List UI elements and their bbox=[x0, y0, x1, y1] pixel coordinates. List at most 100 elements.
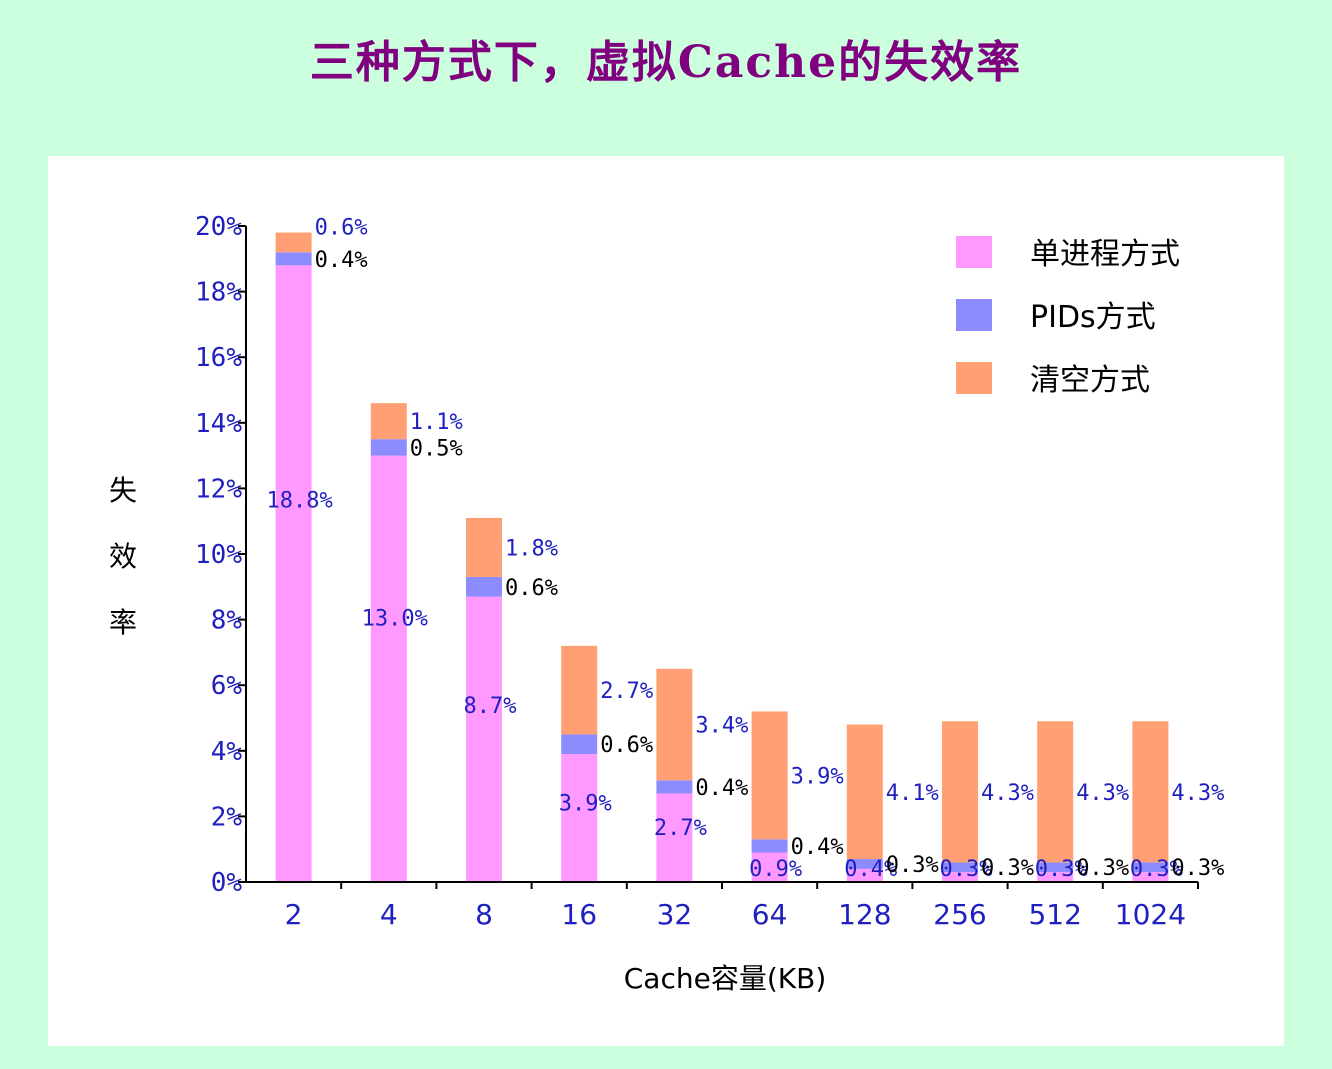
data-labels: 18.8% 0.4% 0.6% 13.0% 0.5%1.1% 8.7% 0.6% 1.8% 3.… bbox=[266, 216, 1224, 882]
legend-label: 清空方式 bbox=[1030, 363, 1150, 398]
chart-title: 三种方式下，虚拟Cache的失效率 bbox=[309, 37, 1023, 88]
data-label-flush: 4.3% bbox=[981, 781, 1034, 806]
data-label-single-process: 13.0% bbox=[362, 607, 428, 632]
x-tick-label: 128 bbox=[838, 898, 891, 931]
data-label-flush: 2.7% bbox=[600, 679, 653, 704]
x-axis-title: Cache容量(KB) bbox=[624, 962, 827, 995]
x-tick-label: 16 bbox=[561, 898, 597, 931]
bar-segment-flush bbox=[370, 403, 407, 440]
data-label-flush: 3.4% bbox=[695, 714, 748, 739]
data-label-single-process: 18.8% bbox=[266, 489, 332, 514]
y-tick-label: 18% bbox=[195, 278, 242, 308]
bar-segment-single-process bbox=[942, 872, 978, 882]
bar-segment-pids bbox=[656, 780, 693, 794]
bar-segment-flush bbox=[1037, 721, 1074, 863]
x-tick-label: 2 bbox=[285, 898, 303, 931]
bar-segment-flush bbox=[275, 232, 312, 253]
data-label-flush: 4.3% bbox=[1171, 781, 1224, 806]
data-label-flush: 3.9% bbox=[791, 764, 844, 789]
y-tick-label: 8% bbox=[211, 606, 243, 636]
bar-segment-pids bbox=[275, 252, 312, 266]
y-tick-label: 4% bbox=[211, 737, 243, 767]
legend-label: 单进程方式 bbox=[1030, 237, 1180, 272]
bar-segment-single-process bbox=[846, 868, 883, 882]
x-tick-label: 1024 bbox=[1115, 898, 1186, 931]
y-tick-label: 16% bbox=[195, 343, 242, 373]
bar-segment-flush bbox=[751, 711, 788, 840]
legend-swatch bbox=[956, 299, 992, 331]
y-tick-label: 20% bbox=[195, 212, 242, 242]
data-label-single-process: 0.3% bbox=[940, 857, 993, 882]
data-label-pids: 0.6% bbox=[505, 576, 558, 601]
y-tick-label: 0% bbox=[211, 868, 243, 898]
axes bbox=[245, 226, 1198, 883]
legend-swatch bbox=[956, 236, 992, 268]
bar-segment-flush bbox=[656, 668, 693, 781]
bar-segment-flush bbox=[1132, 721, 1169, 863]
data-label-single-process: 2.7% bbox=[654, 816, 707, 841]
y-axis-title: 失效率 bbox=[109, 474, 137, 639]
data-label-single-process: 0.4% bbox=[844, 857, 897, 882]
bar-segment-pids bbox=[466, 576, 502, 597]
data-label-pids: 0.5% bbox=[410, 436, 463, 461]
data-label-single-process: 3.9% bbox=[559, 792, 612, 817]
y-tick-label: 6% bbox=[211, 671, 243, 701]
y-axis-title-char: 效 bbox=[109, 540, 137, 573]
y-tick-label: 10% bbox=[195, 540, 242, 570]
y-tick-label: 14% bbox=[195, 409, 242, 439]
x-tick-label: 256 bbox=[933, 898, 986, 931]
data-label-flush: 0.6% bbox=[315, 216, 368, 241]
x-tick-label: 64 bbox=[752, 898, 788, 931]
data-label-pids: 0.3% bbox=[886, 853, 939, 878]
bar-segment-pids bbox=[1132, 862, 1169, 873]
legend-label: PIDs方式 bbox=[1030, 300, 1156, 335]
data-label-flush: 1.1% bbox=[410, 410, 463, 435]
data-label-pids: 0.4% bbox=[695, 776, 748, 801]
chart-svg: 0%2%4%6%8%10%12%14%16%18%20% 18.8%0.4%0.… bbox=[109, 212, 1224, 995]
y-axis-title-char: 失 bbox=[109, 474, 137, 507]
data-label-flush: 1.8% bbox=[505, 536, 558, 561]
data-label-flush: 4.3% bbox=[1076, 781, 1129, 806]
bar-segment-single-process bbox=[656, 793, 693, 882]
data-label-pids: 0.4% bbox=[791, 835, 844, 860]
x-tick-label: 512 bbox=[1028, 898, 1081, 931]
data-label-pids: 0.3% bbox=[1076, 856, 1129, 881]
bar-segment-single-process bbox=[275, 265, 312, 882]
bar-segment-single-process bbox=[751, 852, 788, 882]
data-label-single-process: 8.7% bbox=[464, 694, 517, 719]
bar-segment-single-process bbox=[1037, 872, 1074, 882]
bar-segment-single-process bbox=[370, 455, 407, 882]
x-axis-ticks: 2 4 8 16 32 64 128 256 512 1024 bbox=[285, 882, 1199, 931]
bar-segment-flush bbox=[466, 517, 502, 577]
x-tick-label: 8 bbox=[475, 898, 493, 931]
bar-segment-pids bbox=[751, 839, 788, 853]
bar-segment-pids bbox=[370, 439, 407, 456]
x-tick-label: 4 bbox=[380, 898, 398, 931]
bar-segment-pids bbox=[1037, 862, 1074, 873]
data-label-single-process: 0.3% bbox=[1035, 857, 1088, 882]
y-axis-title-char: 率 bbox=[109, 606, 137, 639]
data-label-pids: 0.3% bbox=[981, 856, 1034, 881]
bar-segment-flush bbox=[942, 721, 978, 863]
data-label-single-process: 0.3% bbox=[1130, 857, 1183, 882]
bars bbox=[275, 232, 1169, 882]
legend-swatch bbox=[956, 362, 992, 394]
bar-segment-single-process bbox=[1132, 872, 1169, 882]
bar-segment-single-process bbox=[561, 754, 598, 882]
data-label-pids: 0.4% bbox=[315, 248, 368, 273]
bar-segment-flush bbox=[846, 724, 883, 860]
data-label-pids: 0.6% bbox=[600, 733, 653, 758]
data-label-flush: 4.1% bbox=[886, 781, 939, 806]
data-label-pids: 0.3% bbox=[1171, 856, 1224, 881]
bar-segment-pids bbox=[846, 859, 883, 869]
bar-segment-single-process bbox=[466, 596, 502, 882]
y-tick-label: 12% bbox=[195, 474, 242, 504]
data-label-single-process: 0.9% bbox=[749, 857, 802, 882]
y-tick-label: 2% bbox=[211, 802, 243, 832]
bar-segment-flush bbox=[561, 645, 598, 735]
bar-segment-pids bbox=[561, 734, 598, 755]
y-axis-ticks: 0% 2% 4% 6% 8% 10% 12% 14% 16% 18% 20% bbox=[195, 212, 246, 898]
x-tick-label: 32 bbox=[657, 898, 693, 931]
bar-segment-pids bbox=[942, 862, 978, 873]
